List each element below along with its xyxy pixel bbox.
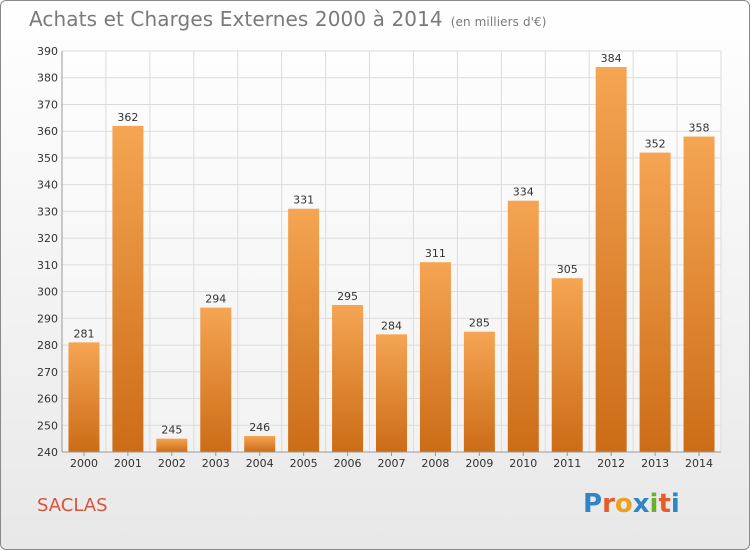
bar xyxy=(288,208,320,452)
x-tick-label: 2003 xyxy=(202,457,230,470)
x-tick-label: 2014 xyxy=(685,457,713,470)
bar xyxy=(244,435,276,452)
x-tick-label: 2001 xyxy=(114,457,142,470)
y-tick-label: 240 xyxy=(37,446,58,459)
bar-value-label: 311 xyxy=(425,247,446,260)
y-tick-label: 360 xyxy=(37,125,58,138)
y-tick-label: 380 xyxy=(37,72,58,85)
bar-value-label: 358 xyxy=(689,122,710,135)
bar xyxy=(463,331,495,452)
bar-value-label: 294 xyxy=(205,293,226,306)
logo-letter: r xyxy=(602,489,615,519)
y-tick-label: 340 xyxy=(37,179,58,192)
y-tick-label: 280 xyxy=(37,339,58,352)
bar-value-label: 352 xyxy=(645,138,666,151)
chart-title: Achats et Charges Externes 2000 à 2014 (e… xyxy=(29,7,547,31)
y-tick-label: 330 xyxy=(37,205,58,218)
bar-value-label: 295 xyxy=(337,290,358,303)
bar-value-label: 285 xyxy=(469,317,490,330)
bar xyxy=(595,67,627,452)
y-tick-label: 310 xyxy=(37,259,58,272)
bar-value-label: 246 xyxy=(249,421,270,434)
x-tick-label: 2009 xyxy=(465,457,493,470)
y-tick-label: 320 xyxy=(37,232,58,245)
bar-value-label: 245 xyxy=(161,424,182,437)
commune-name: SACLAS xyxy=(37,495,108,516)
x-tick-label: 2006 xyxy=(334,457,362,470)
bar-value-label: 362 xyxy=(117,111,138,124)
y-tick-label: 250 xyxy=(37,419,58,432)
logo-letter: o xyxy=(614,489,633,519)
x-tick-label: 2007 xyxy=(378,457,406,470)
bar-value-label: 305 xyxy=(557,263,578,276)
y-tick-label: 300 xyxy=(37,286,58,299)
y-tick-label: 270 xyxy=(37,366,58,379)
bar-value-label: 281 xyxy=(73,327,94,340)
bar xyxy=(200,307,232,452)
bar xyxy=(419,262,451,452)
x-tick-label: 2010 xyxy=(509,457,537,470)
logo-letter: t xyxy=(658,489,671,519)
chart-unit: (en milliers d'€) xyxy=(450,15,547,29)
logo-letter: P xyxy=(583,489,603,519)
logo-letter: x xyxy=(632,489,650,519)
bar xyxy=(507,200,539,452)
y-tick-label: 390 xyxy=(37,45,58,58)
bar xyxy=(156,438,188,452)
y-tick-label: 290 xyxy=(37,312,58,325)
bar xyxy=(683,136,715,452)
proxiti-logo: Proxiti xyxy=(583,489,680,519)
x-tick-label: 2012 xyxy=(597,457,625,470)
bar-value-label: 284 xyxy=(381,319,402,332)
logo-letter: i xyxy=(649,489,659,519)
y-tick-label: 370 xyxy=(37,98,58,111)
y-tick-label: 260 xyxy=(37,393,58,406)
x-tick-label: 2005 xyxy=(290,457,318,470)
bar xyxy=(376,334,407,452)
x-tick-label: 2008 xyxy=(421,457,449,470)
bar-value-label: 384 xyxy=(601,52,622,65)
bar xyxy=(332,304,364,452)
logo-letter: i xyxy=(670,489,680,519)
y-tick-label: 350 xyxy=(37,152,58,165)
bar-value-label: 331 xyxy=(293,194,314,207)
x-tick-label: 2004 xyxy=(246,457,274,470)
chart-title-text: Achats et Charges Externes 2000 à 2014 xyxy=(29,7,443,31)
x-tick-label: 2013 xyxy=(641,457,669,470)
bar xyxy=(551,278,583,452)
x-tick-label: 2000 xyxy=(70,457,98,470)
bar-value-label: 334 xyxy=(513,186,534,199)
bar xyxy=(112,125,144,452)
x-tick-label: 2011 xyxy=(553,457,581,470)
bar xyxy=(639,152,671,452)
bar xyxy=(68,342,100,452)
x-tick-label: 2002 xyxy=(158,457,186,470)
